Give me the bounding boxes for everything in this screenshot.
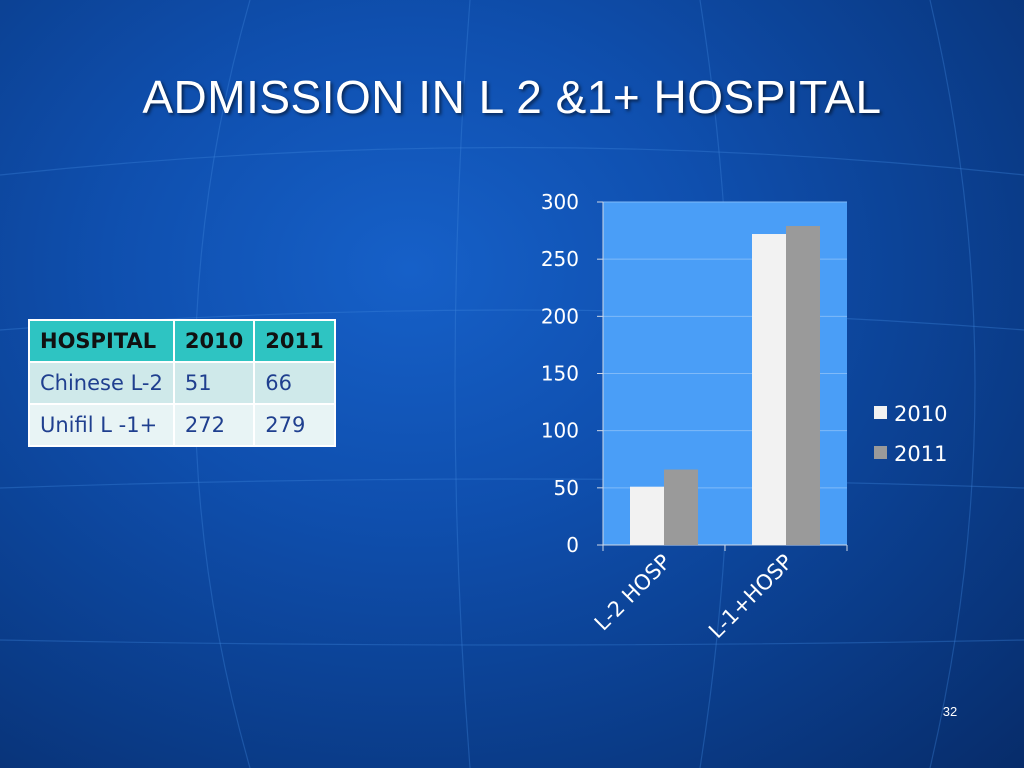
bar-2011 [786,226,820,545]
header-2011: 2011 [253,319,336,363]
x-category-label: L-2 HOSP [590,550,676,636]
bar-2011 [664,469,698,545]
legend-label: 2010 [894,402,947,426]
cell-hospital-name: Unifil L -1+ [28,403,175,447]
table-header-row: HOSPITAL 2010 2011 [28,319,336,363]
cell-2011-value: 279 [253,403,336,447]
y-tick-label: 50 [554,476,579,500]
legend-swatch [874,406,887,419]
bar-2010 [630,486,664,545]
header-hospital: HOSPITAL [28,319,175,363]
y-tick-label: 150 [541,362,579,386]
cell-hospital-name: Chinese L-2 [28,361,175,405]
y-tick-label: 300 [541,190,579,214]
cell-2010-value: 51 [172,361,256,405]
header-2010: 2010 [172,319,256,363]
y-tick-label: 100 [541,419,579,443]
table-row: Chinese L-2 51 66 [28,361,336,405]
cell-2010-value: 272 [172,403,256,447]
legend-swatch [874,446,887,459]
y-tick-label: 200 [541,304,579,328]
table-row: Unifil L -1+ 272 279 [28,403,336,447]
legend-label: 2011 [894,442,947,466]
bar-2010 [752,234,786,545]
y-tick-label: 0 [566,533,579,557]
admissions-table: HOSPITAL 2010 2011 Chinese L-2 51 66 Uni… [28,319,336,447]
cell-2011-value: 66 [253,361,336,405]
slide-title: ADMISSION IN L 2 &1+ HOSPITAL [142,71,882,123]
page-number: 32 [942,704,958,719]
y-tick-label: 250 [541,247,579,271]
x-category-label: L-1+HOSP [704,550,797,643]
